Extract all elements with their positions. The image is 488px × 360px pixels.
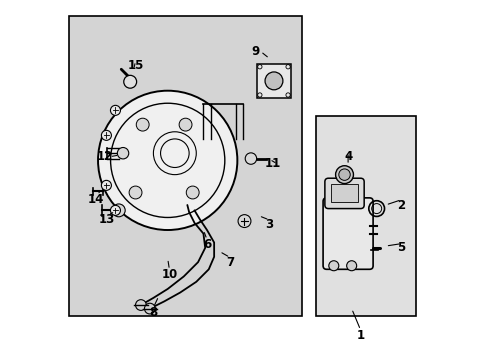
Circle shape <box>101 130 111 140</box>
Text: 8: 8 <box>149 306 157 319</box>
Circle shape <box>129 186 142 199</box>
Circle shape <box>328 261 338 271</box>
Circle shape <box>135 300 146 310</box>
Text: 14: 14 <box>88 193 104 206</box>
FancyBboxPatch shape <box>324 178 364 208</box>
FancyBboxPatch shape <box>315 116 415 316</box>
Circle shape <box>112 204 125 217</box>
Circle shape <box>338 169 349 180</box>
Text: 3: 3 <box>265 218 273 231</box>
Text: 1: 1 <box>356 329 364 342</box>
FancyBboxPatch shape <box>69 16 301 316</box>
Circle shape <box>110 105 120 115</box>
Circle shape <box>264 72 283 90</box>
Circle shape <box>335 166 353 184</box>
Circle shape <box>123 75 136 88</box>
Circle shape <box>136 118 149 131</box>
Circle shape <box>144 303 155 314</box>
FancyBboxPatch shape <box>323 198 372 269</box>
FancyBboxPatch shape <box>257 64 290 98</box>
Circle shape <box>110 205 120 215</box>
FancyBboxPatch shape <box>330 184 357 202</box>
Text: 13: 13 <box>99 213 115 226</box>
Circle shape <box>117 148 128 159</box>
Text: 5: 5 <box>397 241 405 255</box>
Text: 6: 6 <box>203 238 211 251</box>
Circle shape <box>179 118 192 131</box>
Text: 7: 7 <box>225 256 234 269</box>
Circle shape <box>238 215 250 228</box>
Text: 4: 4 <box>343 150 351 163</box>
Text: 15: 15 <box>127 59 143 72</box>
Text: 11: 11 <box>264 157 281 170</box>
Circle shape <box>346 261 356 271</box>
Circle shape <box>101 180 111 190</box>
Circle shape <box>244 153 256 164</box>
Text: 10: 10 <box>161 268 177 281</box>
Circle shape <box>98 91 237 230</box>
Circle shape <box>186 186 199 199</box>
Text: 9: 9 <box>250 45 259 58</box>
Text: 12: 12 <box>97 150 113 163</box>
Text: 2: 2 <box>397 198 405 212</box>
